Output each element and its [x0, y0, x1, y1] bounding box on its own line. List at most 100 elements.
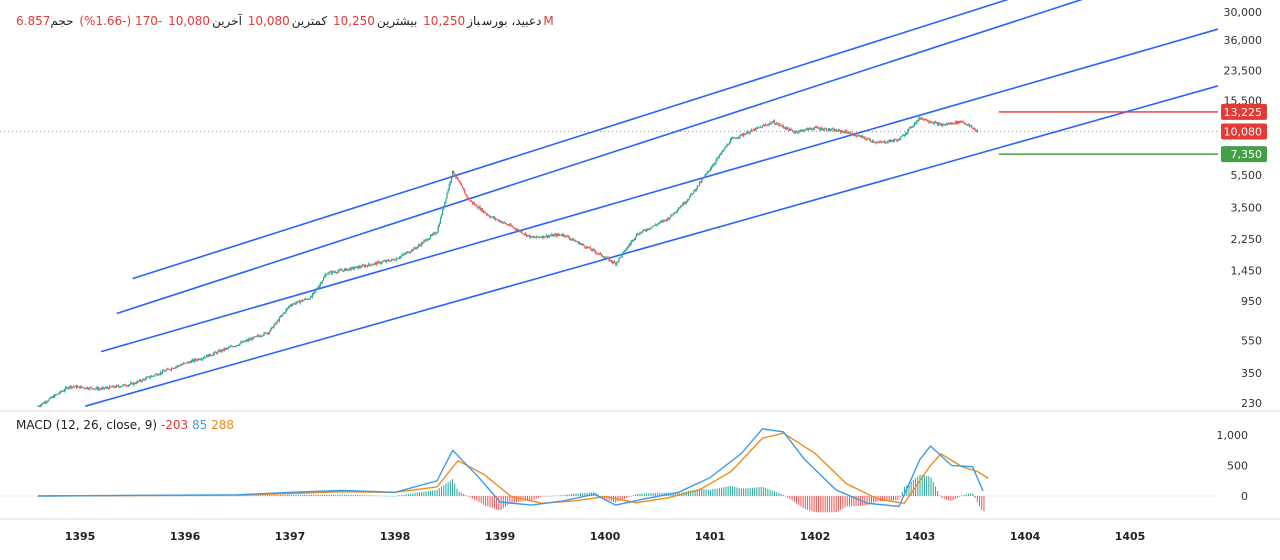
- candle-body: [738, 136, 740, 138]
- macd-hist-bar: [317, 494, 319, 496]
- candle-body: [342, 270, 344, 272]
- candle-body: [605, 257, 607, 259]
- candle-body: [305, 298, 307, 300]
- macd-hist-bar: [626, 496, 628, 498]
- candle-body: [680, 206, 682, 208]
- candle-body: [509, 224, 511, 226]
- candle-body: [290, 305, 293, 307]
- candle-body: [907, 129, 909, 133]
- candle-body: [196, 360, 198, 361]
- candle-body: [145, 377, 147, 380]
- candle-body: [200, 359, 202, 361]
- candle-body: [853, 135, 855, 136]
- candle-body: [77, 386, 79, 388]
- candle-body: [295, 302, 297, 305]
- candle-body: [168, 369, 170, 370]
- candle-body: [239, 343, 241, 345]
- candle-body: [765, 124, 767, 126]
- candle-body: [268, 331, 271, 334]
- candle-body: [227, 348, 229, 349]
- candle-body: [296, 301, 298, 303]
- candle-body: [276, 320, 278, 323]
- candle-body: [895, 139, 897, 141]
- candle-body: [438, 223, 440, 227]
- candle-body: [973, 128, 975, 130]
- macd-hist-bar: [269, 495, 271, 496]
- macd-hist-bar: [573, 493, 575, 496]
- candle-body: [111, 386, 113, 388]
- candle-body: [682, 202, 684, 206]
- macd-hist-bar: [829, 496, 831, 513]
- candle-body: [457, 177, 459, 181]
- candle-body: [884, 141, 886, 143]
- price-tick-label: 30,000: [1224, 6, 1263, 19]
- candle-body: [946, 123, 949, 125]
- macd-hist-bar: [932, 482, 934, 496]
- candle-body: [286, 308, 288, 310]
- resistance-price-tag-text: 13,225: [1224, 106, 1263, 119]
- candle-body: [418, 245, 421, 246]
- candle-body: [245, 340, 247, 341]
- macd-hist-bar: [575, 493, 577, 496]
- candle-body: [813, 127, 815, 130]
- candle-body: [688, 196, 691, 200]
- macd-hist-bar: [727, 486, 729, 496]
- candle-body: [856, 136, 858, 137]
- candle-body: [523, 233, 525, 235]
- candle-body: [598, 253, 600, 255]
- candle-body: [92, 388, 94, 390]
- candle-body: [514, 228, 516, 230]
- candle-body: [847, 133, 849, 134]
- macd-hist-bar: [244, 495, 246, 497]
- candle-body: [147, 376, 149, 378]
- candle-body: [645, 230, 648, 232]
- candle-body: [770, 122, 772, 124]
- candle-body: [421, 242, 423, 246]
- macd-hist-bar: [202, 495, 204, 497]
- candle-body: [171, 368, 174, 369]
- macd-hist-bar: [793, 496, 795, 503]
- candle-body: [396, 258, 399, 260]
- macd-hist-bar: [917, 476, 919, 496]
- macd-hist-bar: [515, 496, 517, 503]
- macd-hist-bar: [224, 495, 226, 497]
- candle-body: [652, 226, 654, 227]
- candle-body: [75, 385, 78, 388]
- candle-body: [836, 130, 838, 132]
- candle-body: [629, 243, 631, 246]
- candle-body: [550, 235, 552, 237]
- candle-body: [707, 171, 709, 172]
- candle-body: [684, 202, 686, 204]
- candle-body: [891, 140, 894, 142]
- candle-body: [115, 385, 117, 388]
- candle-body: [400, 256, 402, 258]
- macd-hist-bar: [258, 495, 259, 496]
- macd-hist-bar: [968, 493, 970, 496]
- candle-body: [126, 385, 128, 387]
- macd-hist-bar: [952, 496, 954, 501]
- candle-body: [482, 210, 485, 212]
- candle-body: [472, 203, 475, 204]
- candle-body: [173, 368, 175, 369]
- candle-body: [478, 207, 480, 209]
- macd-hist-bar: [586, 492, 588, 496]
- macd-hist-bar: [485, 496, 487, 506]
- macd-hist-bar: [434, 490, 436, 496]
- candle-body: [594, 249, 596, 252]
- macd-hist-bar: [531, 496, 533, 501]
- macd-hist-bar: [308, 494, 310, 496]
- candle-body: [106, 387, 109, 389]
- candle-body: [164, 371, 166, 372]
- candle-body: [909, 126, 911, 129]
- candle-body: [654, 224, 656, 226]
- macd-hist-bar: [873, 496, 875, 503]
- macd-hist-bar: [264, 495, 266, 496]
- candle-body: [726, 144, 728, 147]
- candle-body: [825, 128, 827, 131]
- candle-body: [216, 352, 218, 354]
- candle-body: [367, 265, 369, 267]
- macd-hist-bar: [414, 493, 416, 496]
- candle-body: [606, 257, 608, 259]
- candle-body: [442, 209, 444, 215]
